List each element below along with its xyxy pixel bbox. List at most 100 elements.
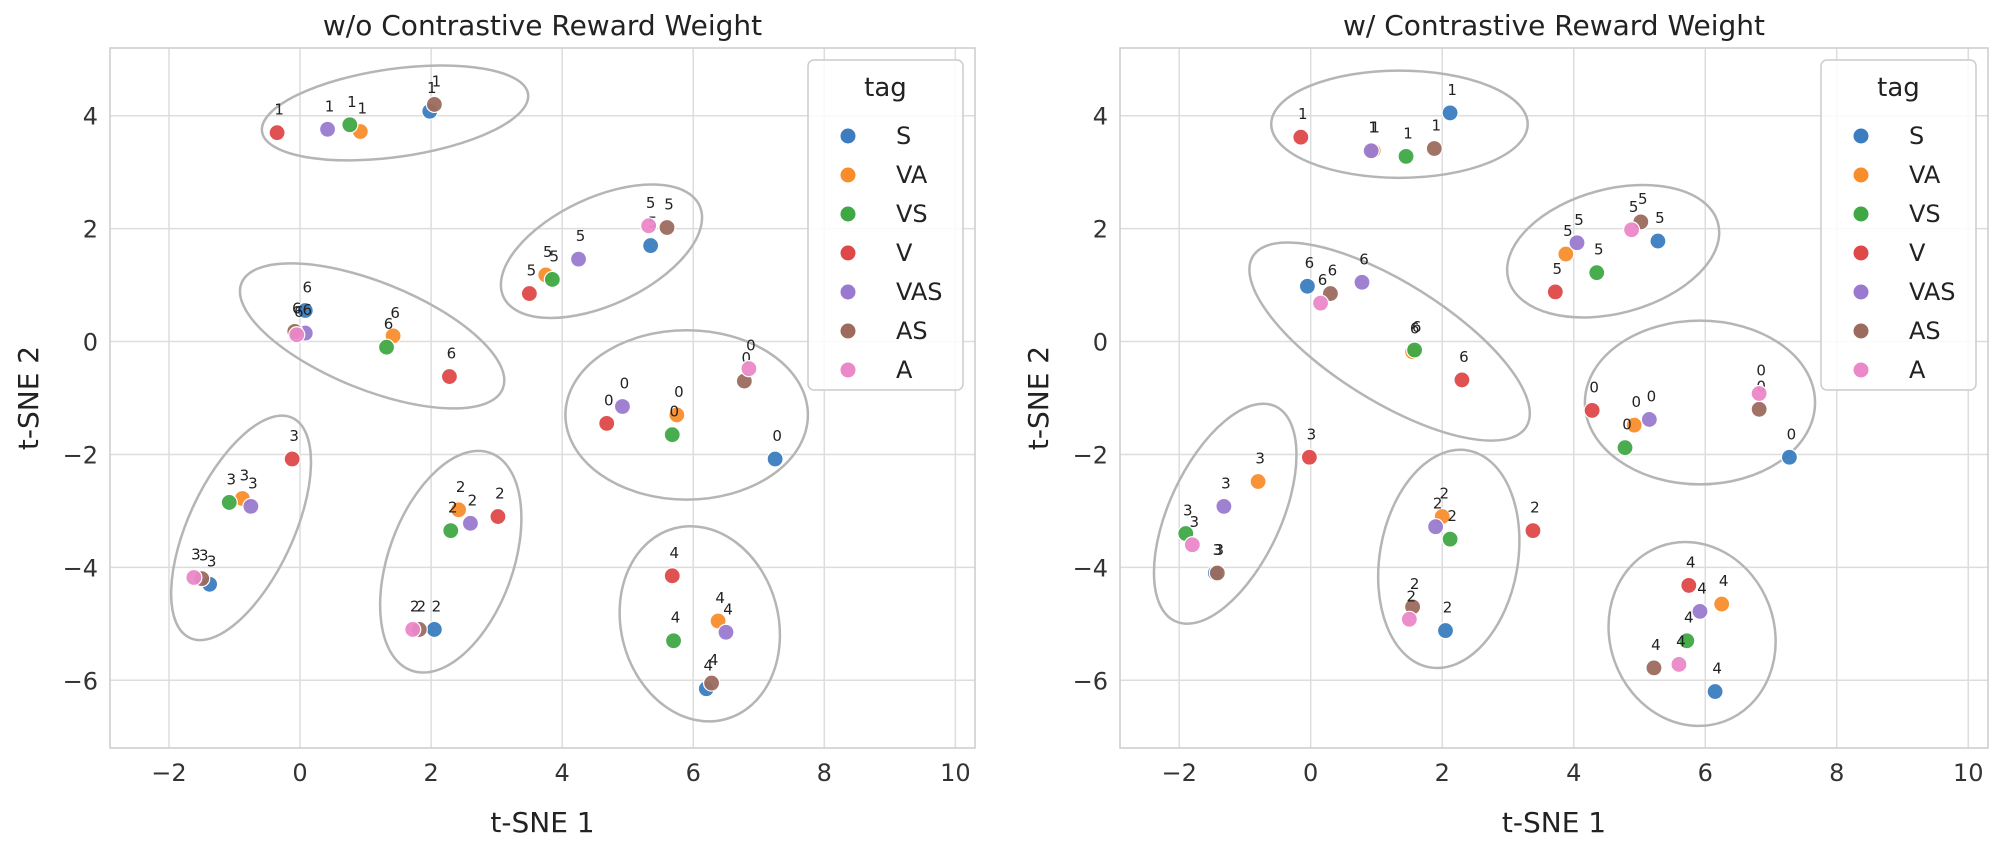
point-label: 2 bbox=[1407, 587, 1417, 605]
legend-marker-vas bbox=[1852, 283, 1870, 301]
y-tick-label: −2 bbox=[1073, 441, 1108, 469]
cluster-ellipse bbox=[1376, 448, 1521, 670]
point-label: 0 bbox=[669, 403, 679, 421]
point-label: 5 bbox=[646, 194, 656, 212]
scatter-point-vas bbox=[1691, 602, 1709, 620]
scatter-point-v bbox=[1524, 522, 1542, 540]
point-label: 2 bbox=[432, 597, 442, 615]
point-label: 3 bbox=[1215, 541, 1225, 559]
scatter-point-a bbox=[1750, 384, 1768, 403]
legend-entry-as: AS bbox=[1909, 317, 1941, 345]
point-label: 5 bbox=[527, 262, 537, 280]
point-label: 6 bbox=[303, 301, 313, 319]
cluster-ellipse bbox=[1269, 69, 1529, 180]
legend-entry-v: V bbox=[896, 239, 913, 267]
point-label: 1 bbox=[1298, 105, 1308, 123]
legend-marker-va bbox=[1852, 166, 1870, 184]
scatter-point-vas bbox=[569, 250, 588, 268]
legend-entry-s: S bbox=[1909, 122, 1924, 150]
scatter-point-as bbox=[1425, 139, 1443, 158]
cluster-ellipse bbox=[260, 64, 530, 162]
point-label: 5 bbox=[1655, 209, 1665, 227]
point-label: 3 bbox=[289, 427, 299, 445]
scatter-point-vs bbox=[1405, 341, 1424, 359]
y-tick-label: 0 bbox=[1093, 329, 1108, 357]
legend-entry-a: A bbox=[896, 356, 913, 384]
scatter-point-vs bbox=[442, 522, 460, 540]
legend-entry-vas: VAS bbox=[896, 278, 943, 306]
point-label: 4 bbox=[709, 651, 719, 669]
scatter-point-a bbox=[1670, 655, 1688, 674]
scatter-point-a bbox=[1311, 294, 1330, 312]
scatter-point-vas bbox=[1353, 273, 1371, 291]
legend-marker-va bbox=[839, 166, 857, 184]
point-label: 2 bbox=[1439, 485, 1449, 503]
cluster-ellipse bbox=[378, 449, 523, 674]
scatter-point-a bbox=[288, 326, 306, 344]
scatter-point-v bbox=[1292, 128, 1310, 146]
x-tick-label: −2 bbox=[1161, 759, 1196, 787]
point-label: 3 bbox=[1190, 513, 1200, 531]
point-label: 0 bbox=[1589, 378, 1599, 396]
scatter-point-a bbox=[740, 360, 758, 378]
scatter-point-s bbox=[425, 620, 443, 639]
legend-entry-as: AS bbox=[896, 317, 928, 345]
legend-marker-s bbox=[839, 127, 857, 145]
legend-entry-v: V bbox=[1909, 239, 1926, 267]
scatter-point-vas bbox=[613, 397, 632, 416]
y-tick-label: 4 bbox=[1093, 103, 1108, 131]
x-tick-label: 6 bbox=[1698, 759, 1713, 787]
scatter-point-as bbox=[1208, 564, 1226, 582]
x-tick-label: 0 bbox=[1303, 759, 1318, 787]
scatter-point-vs bbox=[220, 493, 238, 512]
scatter-point-s bbox=[1706, 682, 1724, 701]
cluster-ellipse bbox=[1505, 183, 1721, 319]
x-tick-label: 10 bbox=[940, 759, 971, 787]
legend-marker-as bbox=[839, 322, 857, 340]
scatter-point-s bbox=[642, 236, 660, 255]
y-tick-label: −6 bbox=[1073, 667, 1108, 695]
point-label: 3 bbox=[207, 552, 217, 570]
scatter-point-va bbox=[1249, 472, 1267, 491]
point-label: 0 bbox=[1647, 387, 1657, 405]
scatter-point-s bbox=[1441, 104, 1459, 122]
plot-frame bbox=[109, 47, 976, 749]
scatter-point-va bbox=[1625, 416, 1643, 434]
scatter-point-va bbox=[668, 406, 686, 424]
legend-marker-a bbox=[839, 361, 857, 379]
point-label: 4 bbox=[1686, 553, 1696, 571]
point-label: 6 bbox=[1459, 348, 1469, 366]
x-tick-label: 8 bbox=[1829, 759, 1844, 787]
scatter-point-s bbox=[296, 301, 314, 320]
point-label: 4 bbox=[1697, 579, 1707, 597]
point-label: 3 bbox=[199, 547, 209, 565]
scatter-point-a bbox=[1400, 610, 1418, 628]
legend-entry-s: S bbox=[896, 122, 911, 150]
point-label: 1 bbox=[1368, 119, 1378, 137]
point-label: 2 bbox=[448, 499, 458, 517]
scatter-point-vs bbox=[1678, 632, 1696, 650]
legend-entry-va: VA bbox=[1909, 161, 1941, 189]
point-label: 4 bbox=[1712, 660, 1722, 678]
point-label: 1 bbox=[274, 101, 284, 119]
point-label: 0 bbox=[1756, 361, 1766, 379]
scatter-point-va bbox=[450, 501, 468, 519]
scatter-point-v bbox=[489, 507, 507, 526]
x-tick-label: 0 bbox=[292, 759, 307, 787]
scatter-point-vs bbox=[543, 270, 561, 289]
legend-entry-vs: VS bbox=[896, 200, 928, 228]
scatter-point-v bbox=[520, 284, 538, 303]
point-label: 3 bbox=[226, 470, 236, 488]
plot-frame bbox=[1119, 47, 1989, 749]
point-label: 5 bbox=[1594, 241, 1604, 259]
point-label: 0 bbox=[1787, 425, 1797, 443]
scatter-point-v bbox=[440, 367, 459, 386]
point-label: 1 bbox=[1432, 116, 1442, 134]
legend-marker-v bbox=[1852, 244, 1870, 262]
legend-box bbox=[1820, 59, 1977, 391]
point-label: 6 bbox=[1412, 318, 1422, 336]
legend-title: tag bbox=[1877, 73, 1920, 103]
